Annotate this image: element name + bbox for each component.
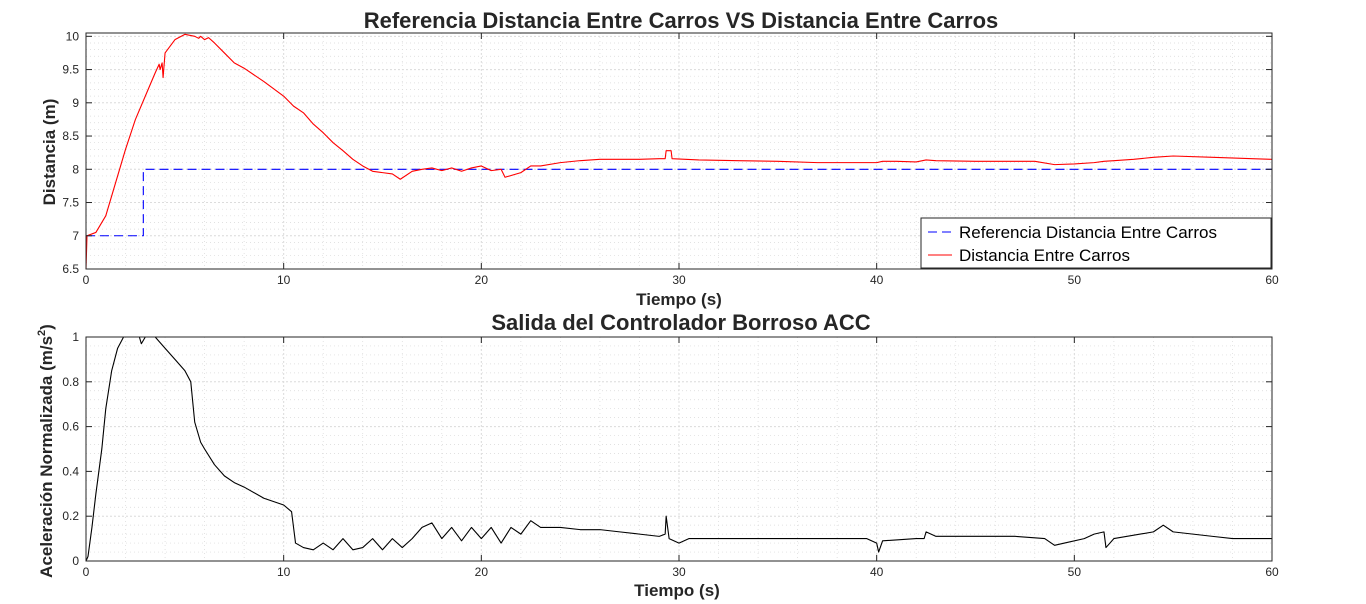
controller-chart-grid bbox=[85, 336, 1273, 562]
controller-ytick-label: 0.8 bbox=[62, 375, 79, 389]
controller-series-0-line bbox=[85, 336, 1272, 562]
distance-series-1-line bbox=[85, 33, 1273, 270]
distance-ytick-label: 8 bbox=[72, 162, 79, 176]
distance-ytick-label: 7 bbox=[72, 229, 79, 243]
distance-xtick-label: 20 bbox=[475, 273, 489, 287]
distance-xtick-label: 40 bbox=[870, 273, 884, 287]
controller-xtick-label: 0 bbox=[83, 565, 90, 579]
distance-chart-xlabel: Tiempo (s) bbox=[636, 290, 722, 309]
controller-xtick-label: 40 bbox=[870, 565, 884, 579]
distance-xtick-label: 50 bbox=[1068, 273, 1082, 287]
controller-ytick-label: 0.2 bbox=[62, 509, 79, 523]
controller-chart-ylabel: Aceleración Normalizada (m/s2) bbox=[36, 324, 56, 578]
distance-ytick-label: 10 bbox=[66, 29, 80, 43]
distance-chart-ticks: 0 10 20 30 40 50 60 6.5 7 7.5 8 8.5 9 9.5 10 bbox=[62, 29, 1279, 287]
controller-ytick-label: 1 bbox=[72, 330, 79, 344]
distance-ytick-label: 7.5 bbox=[62, 196, 79, 210]
controller-ylabel-main: Aceleración Normalizada (m/s bbox=[37, 336, 56, 578]
controller-chart-title: Salida del Controlador Borroso ACC bbox=[491, 310, 870, 335]
distance-xtick-label: 30 bbox=[672, 273, 686, 287]
controller-xtick-label: 60 bbox=[1265, 565, 1279, 579]
controller-xtick-label: 30 bbox=[672, 565, 686, 579]
controller-chart-xlabel: Tiempo (s) bbox=[634, 581, 720, 600]
distance-xtick-label: 60 bbox=[1265, 273, 1279, 287]
controller-xtick-label: 10 bbox=[277, 565, 291, 579]
distance-chart-lines bbox=[85, 33, 1273, 270]
distance-ytick-label: 8.5 bbox=[62, 129, 79, 143]
distance-ytick-label: 9.5 bbox=[62, 63, 79, 77]
distance-ytick-label: 9 bbox=[72, 96, 79, 110]
controller-ytick-label: 0.4 bbox=[62, 464, 79, 478]
legend-reference-label: Referencia Distancia Entre Carros bbox=[959, 223, 1217, 242]
distance-ytick-label: 6.5 bbox=[62, 262, 79, 276]
legend-box bbox=[920, 217, 1272, 269]
controller-xtick-label: 20 bbox=[475, 565, 489, 579]
controller-output-chart-panel: 0 10 20 30 40 50 60 0 0.2 0.4 0.6 0.8 1 Salida del C… bbox=[36, 310, 1279, 600]
distance-xtick-label: 0 bbox=[83, 273, 90, 287]
distance-chart-panel: 0 10 20 30 40 50 60 6.5 7 7.5 8 8.5 9 9.5 10 Referenci… bbox=[40, 8, 1279, 309]
distance-chart-ylabel: Distancia (m) bbox=[40, 99, 59, 206]
legend-distance-label: Distancia Entre Carros bbox=[959, 246, 1130, 265]
controller-ylabel-suffix: ) bbox=[37, 324, 56, 330]
controller-chart-lines bbox=[85, 336, 1272, 562]
controller-ytick-label: 0.6 bbox=[62, 420, 79, 434]
distance-chart-legend: Referencia Distancia Entre Carros Distan… bbox=[920, 217, 1272, 269]
distance-series-0-line bbox=[86, 168, 1272, 237]
distance-xtick-label: 10 bbox=[277, 273, 291, 287]
distance-chart-title: Referencia Distancia Entre Carros VS Dis… bbox=[364, 8, 999, 33]
controller-ytick-label: 0 bbox=[72, 554, 79, 568]
controller-xtick-label: 50 bbox=[1068, 565, 1082, 579]
controller-ylabel-superscript: 2 bbox=[36, 330, 48, 336]
controller-chart-ticks: 0 10 20 30 40 50 60 0 0.2 0.4 0.6 0.8 1 bbox=[62, 330, 1279, 579]
